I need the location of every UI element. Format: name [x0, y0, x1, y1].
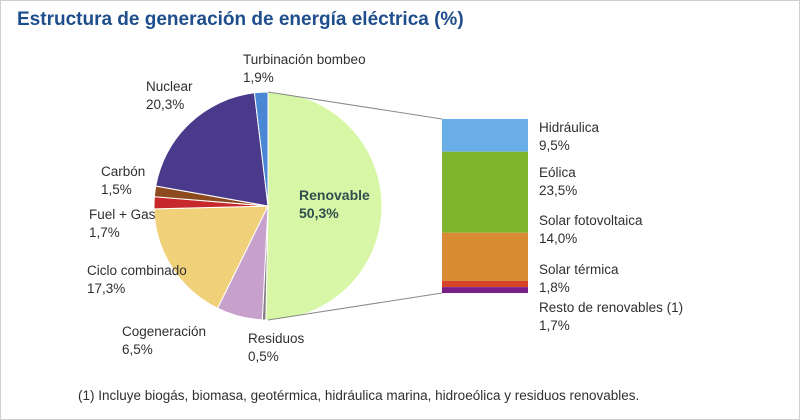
bar-segment-hidraulica [442, 119, 528, 152]
bar-segment-solar-fotovoltaica [442, 232, 528, 281]
slice-carbon-value: 1,5% [101, 182, 132, 197]
connector-top [267, 91, 443, 120]
breakdown-bar [442, 119, 528, 293]
bar-hidraulica-value: 9,5% [539, 138, 570, 153]
slice-nuclear-label: Nuclear [146, 79, 193, 94]
bar-eolica-value: 23,5% [539, 183, 577, 198]
pie-slice-ciclo-combinado [153, 205, 269, 309]
slice-turbinacion-bombeo-label: Turbinación bombeo [243, 52, 366, 67]
slice-cogeneracion-label: Cogeneración [122, 324, 206, 339]
slice-residuos-label: Residuos [248, 331, 305, 346]
slice-cogeneracion-value: 6,5% [122, 342, 153, 357]
bar-solar-termica-value: 1,8% [539, 280, 570, 295]
slice-residuos-value: 0,5% [248, 349, 279, 364]
connector-bottom [267, 292, 443, 321]
bar-eolica-label: Eólica [539, 165, 576, 180]
slice-ciclo-combinado-value: 17,3% [87, 281, 125, 296]
slice-ciclo-combinado-label: Ciclo combinado [87, 263, 187, 278]
bar-segment-solar-termica [442, 280, 528, 288]
bar-segment-resto-de-renovables-1 [442, 287, 528, 293]
slice-carbon-label: Carbón [101, 164, 145, 179]
slice-nuclear-value: 20,3% [146, 97, 184, 112]
pie-slices [153, 91, 383, 321]
bar-hidraulica-label: Hidráulica [539, 120, 600, 135]
pie-slice-nuclear [155, 92, 269, 207]
chart-title: Estructura de generación de energía eléc… [17, 9, 464, 30]
pie-slice-turbinacion-bombeo [253, 91, 269, 207]
bar-solar-termica-label: Solar térmica [539, 262, 619, 277]
slice-turbinacion-bombeo-value: 1,9% [243, 70, 274, 85]
bar-solar-fotovoltaica-label: Solar fotovoltaica [539, 213, 643, 228]
slice-renovable-value: 50,3% [299, 205, 339, 221]
bar-solar-fotovoltaica-value: 14,0% [539, 231, 577, 246]
slice-fuel-gas-value: 1,7% [89, 225, 120, 240]
slice-labels: Renovable 50,3% Residuos 0,5% Cogeneración 6,… [87, 52, 683, 364]
bar-resto-de-renovables-1-value: 1,7% [539, 318, 570, 333]
slice-renovable-label: Renovable [299, 187, 370, 203]
pie-slice-renovable [265, 91, 383, 321]
slice-fuel-gas-label: Fuel + Gas [89, 207, 156, 222]
footnote: (1) Incluye biogás, biomasa, geotérmica,… [78, 388, 640, 403]
bar-segment-eolica [442, 151, 528, 233]
bar-resto-de-renovables-1-label: Resto de renovables (1) [539, 300, 683, 315]
connector-lines [267, 91, 443, 321]
